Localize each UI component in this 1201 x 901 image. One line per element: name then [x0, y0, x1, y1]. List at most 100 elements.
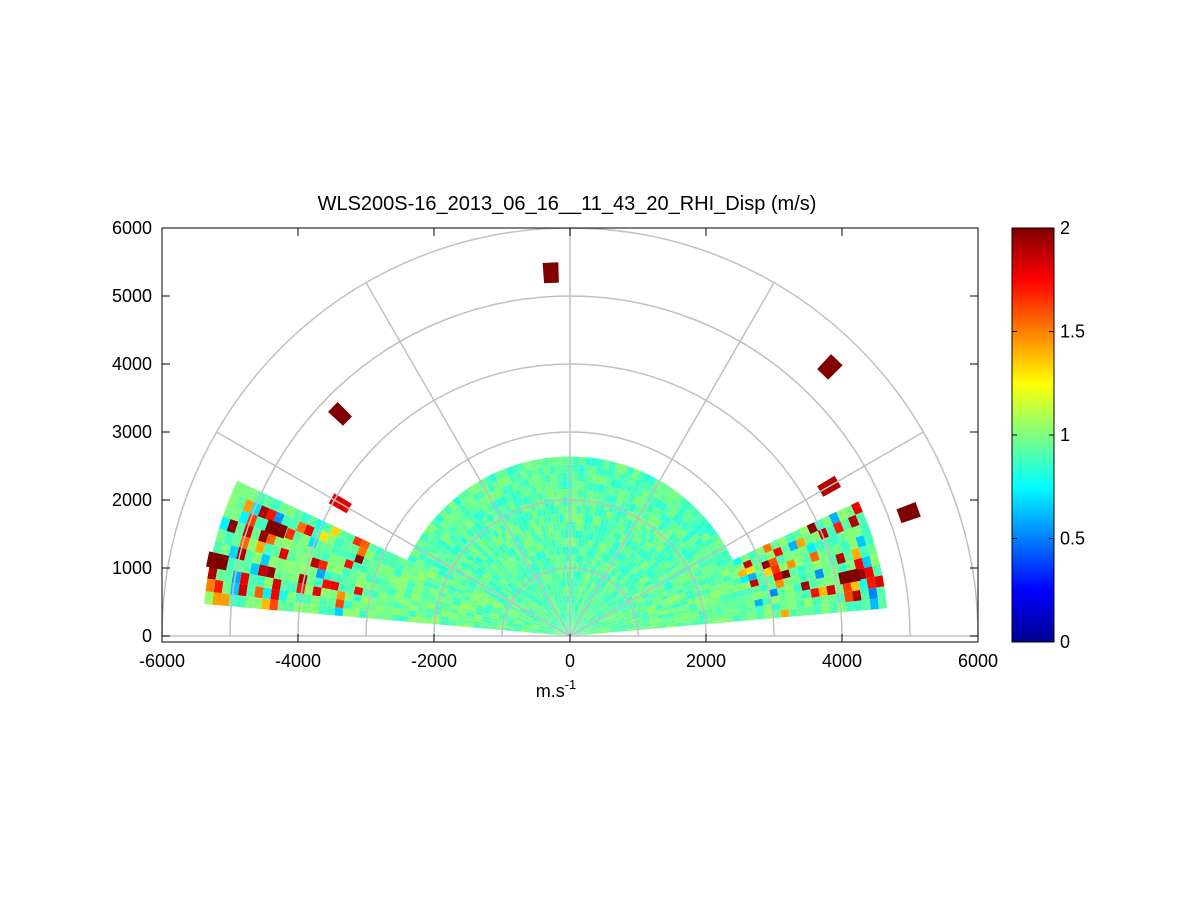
- field-cell: [326, 534, 338, 546]
- field-cell: [538, 625, 547, 629]
- x-axis: -6000 -4000 -2000 0 2000 4000 6000: [139, 228, 998, 671]
- field-cell: [656, 610, 666, 616]
- field-cell: [572, 513, 577, 522]
- field-cell: [860, 588, 870, 601]
- field-cell: [616, 617, 625, 622]
- field-cell: [760, 560, 771, 570]
- field-cell: [539, 568, 545, 577]
- field-cell: [852, 590, 862, 602]
- field-cell: [505, 628, 514, 631]
- field-cell: [483, 572, 492, 580]
- field-cell: [483, 476, 493, 487]
- field-cell: [853, 600, 863, 612]
- field-cell: [556, 615, 562, 623]
- field-cell: [534, 552, 541, 561]
- field-cell: [605, 494, 613, 504]
- field-cell: [600, 621, 609, 626]
- field-cell: [573, 587, 576, 596]
- field-cell: [423, 618, 433, 624]
- field-cell: [631, 612, 641, 617]
- field-cell: [814, 568, 825, 580]
- field-cell: [713, 538, 724, 548]
- field-cell: [743, 587, 753, 596]
- field-cell: [548, 610, 555, 618]
- field-cell: [361, 588, 372, 598]
- field-cell: [687, 542, 697, 552]
- field-cell: [579, 606, 584, 614]
- field-cell: [669, 595, 678, 602]
- field-cell: [642, 552, 651, 561]
- field-cell: [462, 532, 472, 542]
- field-cell: [380, 578, 391, 588]
- field-cell: [376, 598, 386, 607]
- field-cell: [545, 507, 551, 516]
- field-cell: [587, 613, 595, 620]
- field-cell: [562, 612, 566, 621]
- field-cell: [772, 546, 784, 557]
- field-cell: [572, 497, 578, 506]
- field-cell: [495, 526, 504, 536]
- field-cell: [612, 580, 621, 589]
- field-cell: [471, 534, 481, 544]
- field-cell: [560, 521, 565, 531]
- field-cell: [491, 612, 500, 617]
- field-cell: [563, 612, 567, 621]
- field-cell: [837, 602, 847, 613]
- field-cell: [205, 578, 216, 593]
- field-cell: [570, 634, 578, 636]
- field-cell: [844, 527, 856, 541]
- field-cell: [557, 624, 564, 631]
- field-cell: [632, 495, 641, 506]
- field-cell: [562, 489, 568, 498]
- field-cell: [452, 496, 463, 507]
- field-cell: [618, 627, 627, 630]
- field-cell: [361, 557, 372, 567]
- field-cell: [850, 547, 862, 560]
- field-cell: [589, 583, 595, 592]
- field-cell: [644, 543, 654, 553]
- field-cell: [485, 569, 494, 578]
- field-cell: [506, 570, 515, 579]
- field-cell: [546, 531, 552, 541]
- field-cell: [489, 563, 499, 572]
- field-cell: [558, 505, 564, 515]
- field-cell: [312, 548, 324, 560]
- field-cell: [524, 616, 533, 622]
- field-cell: [567, 595, 570, 604]
- field-cell: [493, 571, 503, 580]
- field-cell: [464, 587, 474, 595]
- field-cell: [575, 595, 578, 604]
- field-cell: [582, 572, 587, 581]
- field-cell: [668, 499, 678, 510]
- field-cell: [578, 632, 587, 635]
- field-cell: [775, 554, 786, 565]
- field-cell: [576, 626, 584, 632]
- field-cell: [672, 564, 682, 573]
- field-cell: [617, 600, 626, 607]
- field-cell: [677, 496, 688, 507]
- field-cell: [599, 602, 607, 610]
- field-cell: [593, 626, 602, 630]
- field-cell: [643, 531, 653, 541]
- field-cell: [661, 562, 671, 571]
- field-cell: [312, 586, 322, 597]
- field-cell: [259, 553, 271, 567]
- field-cell: [650, 549, 660, 559]
- field-cell: [576, 595, 580, 605]
- field-cell: [751, 585, 761, 594]
- field-cell: [367, 566, 378, 577]
- field-cell: [614, 611, 623, 617]
- field-cell: [572, 481, 579, 490]
- field-cell: [457, 492, 467, 503]
- x-tick-label: -2000: [411, 651, 457, 671]
- field-cell: [755, 605, 765, 614]
- field-cell: [708, 561, 718, 571]
- field-cell: [490, 510, 499, 520]
- field-cell: [658, 591, 668, 598]
- field-cell: [653, 552, 663, 562]
- field-cell: [582, 522, 588, 532]
- field-cell: [687, 597, 697, 605]
- field-cell: [794, 590, 804, 601]
- field-cell: [509, 608, 519, 614]
- field-cell: [633, 544, 642, 554]
